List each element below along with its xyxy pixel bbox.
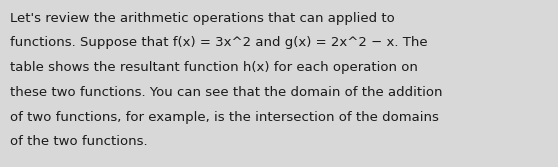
Text: of the two functions.: of the two functions.: [10, 135, 148, 148]
Text: these two functions. You can see that the domain of the addition: these two functions. You can see that th…: [10, 86, 442, 99]
Text: functions. Suppose that f(x) = 3x^2 and g(x) = 2x^2 − x. The: functions. Suppose that f(x) = 3x^2 and …: [10, 36, 427, 49]
Text: of two functions, for example, is the intersection of the domains: of two functions, for example, is the in…: [10, 111, 439, 124]
Text: table shows the resultant function h(x) for each operation on: table shows the resultant function h(x) …: [10, 61, 418, 74]
Text: Let's review the arithmetic operations that can applied to: Let's review the arithmetic operations t…: [10, 12, 395, 25]
